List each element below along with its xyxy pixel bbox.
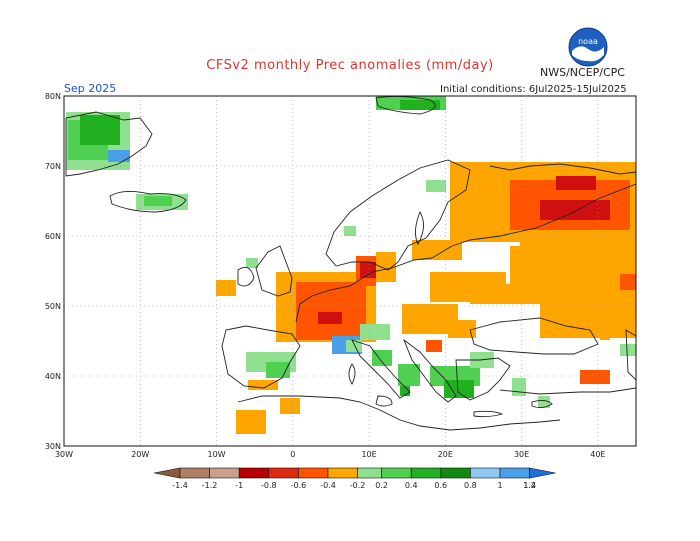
legend-tick-label: -1 [235,481,243,490]
legend-swatch [357,467,382,479]
legend-tick-label: 0.2 [375,481,388,490]
legend-tick-label: 1.4 [523,481,536,490]
legend-ticks: -1.4 -1.2 -1 -0.8 -0.6 -0.4 -0.2 0.2 0.4 0.6 0.8 1 1… [172,481,536,490]
legend-tick-label: 1.2 [523,481,536,490]
noaa-logo-text: noaa [578,37,598,46]
legend-swatch [298,467,329,479]
legend-swatch [268,467,299,479]
lon-label: 10E [361,450,376,459]
longitude-labels: 30W 20W 10W 0 10E 20E 30E 40E [55,450,606,459]
lon-label: 30E [514,450,529,459]
legend-tick-label: 0.8 [464,481,477,490]
lon-label: 0 [290,450,295,459]
map-frame [63,95,637,447]
agency-label: NWS/NCEP/CPC [540,66,625,79]
legend-swatch [209,467,240,479]
legend-tick-label: -0.6 [291,481,307,490]
legend-swatch [153,467,181,479]
legend-swatch [327,467,358,479]
coastlines [65,95,637,431]
forecast-period: Sep 2025 [64,82,117,95]
legend-tick-label: -1.4 [172,481,188,490]
anomaly-cells [66,96,636,434]
legend-bar [153,467,556,479]
initial-conditions-label: Initial conditions: 6Jul2025-15Jul2025 [440,84,627,95]
lon-label: 30W [55,450,73,459]
legend-swatch [470,467,501,479]
legend-tick-label: -0.8 [261,481,277,490]
lat-label: 70N [45,162,61,171]
lon-label: 40E [590,450,605,459]
legend-tick-label: -0.4 [320,481,336,490]
lat-label: 60N [45,232,61,241]
lat-label: 40N [45,372,61,381]
lat-label: 50N [45,302,61,311]
latitude-labels: 80N 70N 60N 50N 40N 30N [45,92,61,451]
noaa-logo-icon: noaa [568,27,608,67]
legend-tick-label: 0.6 [434,481,447,490]
legend-swatch [238,467,270,479]
legend-tick-label: 1 [497,481,502,490]
legend-swatch [499,467,530,479]
legend-tick-label: -0.2 [350,481,366,490]
legend-swatch [440,467,471,479]
legend-tick-label: 0.4 [405,481,418,490]
lat-label: 30N [45,442,61,451]
legend-swatch [410,467,442,479]
lat-label: 80N [45,92,61,101]
lon-label: 10W [207,450,225,459]
lon-label: 20W [131,450,149,459]
legend-tick-label: -1.2 [202,481,218,490]
legend-swatch [381,467,412,479]
chart-title: CFSv2 monthly Prec anomalies (mm/day) [206,58,494,73]
lon-label: 20E [438,450,453,459]
graticule [64,96,636,446]
legend-swatch [529,467,556,479]
legend-swatch [179,467,210,479]
